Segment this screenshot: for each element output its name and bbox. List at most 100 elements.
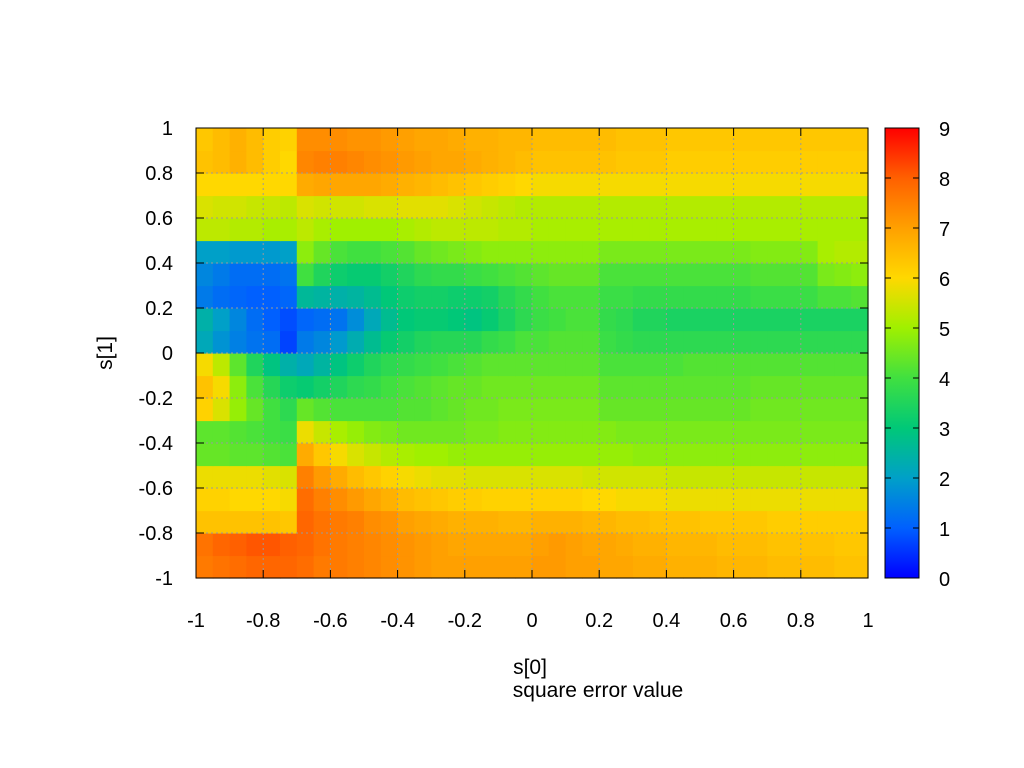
heatmap-cell [532, 173, 550, 197]
heatmap-cell [817, 420, 835, 444]
heatmap-cell [700, 488, 718, 512]
heatmap-cell [330, 285, 348, 309]
heatmap-cell [431, 173, 449, 197]
heatmap-cell [313, 443, 331, 467]
heatmap-cell [481, 488, 499, 512]
heatmap-cell [498, 195, 516, 219]
heatmap-cell [683, 218, 701, 242]
heatmap-cell [414, 263, 432, 287]
heatmap-cell [632, 218, 651, 242]
heatmap-cell [330, 263, 348, 287]
heatmap-cell [784, 533, 802, 557]
heatmap-cell [599, 353, 617, 377]
heatmap-cell [599, 488, 617, 512]
heatmap-cell [246, 285, 264, 309]
heatmap-cell [666, 240, 684, 264]
heatmap-cell [599, 285, 617, 309]
heatmap-cell [532, 218, 550, 242]
heatmap-cell [817, 308, 835, 332]
heatmap-cell [246, 195, 264, 219]
heatmap-cell [800, 420, 819, 444]
heatmap-cell [548, 285, 567, 309]
heatmap-cell [632, 420, 651, 444]
heatmap-cell [599, 218, 617, 242]
heatmap-cell [565, 308, 583, 332]
heatmap-cell [347, 285, 365, 309]
heatmap-cell [196, 420, 214, 444]
heatmap-cell [800, 488, 819, 512]
heatmap-cell [364, 285, 382, 309]
heatmap-cell [347, 128, 365, 152]
y-tick-label: 0 [162, 343, 173, 365]
heatmap-cell [616, 285, 634, 309]
heatmap-cell [448, 353, 466, 377]
x-tick-label: -0.6 [313, 610, 347, 632]
heatmap-cell [498, 173, 516, 197]
heatmap-cell [666, 465, 684, 489]
colorbar-tick-label: 6 [939, 269, 950, 291]
heatmap-cell [666, 195, 684, 219]
heatmap-cell [750, 555, 768, 579]
heatmap-cell [397, 128, 415, 152]
heatmap-cell [481, 555, 499, 579]
heatmap-cell [800, 128, 819, 152]
heatmap-cell [817, 150, 835, 174]
heatmap-cell [817, 263, 835, 287]
heatmap-cell [716, 150, 735, 174]
heatmap-cell [364, 218, 382, 242]
heatmap-cell [498, 218, 516, 242]
heatmap-cell [397, 555, 415, 579]
x-tick-label: -0.2 [448, 610, 482, 632]
heatmap-cell [767, 128, 785, 152]
heatmap-cell [481, 150, 499, 174]
heatmap-cell [330, 555, 348, 579]
heatmap-cell [498, 308, 516, 332]
heatmap-cell [330, 533, 348, 557]
heatmap-cell [767, 330, 785, 354]
heatmap-cell [229, 420, 247, 444]
heatmap-cells [196, 128, 869, 579]
heatmap-cell [448, 330, 466, 354]
heatmap-cell [733, 443, 751, 467]
heatmap-cell [313, 285, 331, 309]
heatmap-cell [448, 420, 466, 444]
heatmap-cell [364, 150, 382, 174]
heatmap-cell [548, 195, 567, 219]
heatmap-cell [448, 308, 466, 332]
heatmap-cell [347, 488, 365, 512]
heatmap-cell [296, 533, 315, 557]
heatmap-cell [397, 330, 415, 354]
heatmap-cell [683, 533, 701, 557]
heatmap-cell [800, 533, 819, 557]
heatmap-cell [364, 420, 382, 444]
heatmap-cell [414, 173, 432, 197]
heatmap-cell [851, 308, 869, 332]
heatmap-cell [246, 330, 264, 354]
heatmap-cell [582, 510, 600, 534]
heatmap-cell [515, 465, 533, 489]
heatmap-cell [196, 375, 214, 399]
heatmap-cell [834, 285, 852, 309]
heatmap-cell [700, 443, 718, 467]
heatmap-cell [784, 510, 802, 534]
heatmap-cell [347, 533, 365, 557]
heatmap-cell [414, 375, 432, 399]
heatmap-cell [280, 375, 298, 399]
heatmap-cell [364, 308, 382, 332]
heatmap-cell [582, 420, 600, 444]
heatmap-cell [380, 128, 399, 152]
heatmap-cell [666, 308, 684, 332]
heatmap-cell [414, 443, 432, 467]
heatmap-cell [767, 488, 785, 512]
heatmap-cell [834, 533, 852, 557]
heatmap-cell [330, 150, 348, 174]
heatmap-cell [716, 173, 735, 197]
heatmap-cell [448, 150, 466, 174]
heatmap-cell [364, 443, 382, 467]
heatmap-cell [733, 285, 751, 309]
heatmap-cell [263, 353, 281, 377]
heatmap-cell [700, 465, 718, 489]
heatmap-cell [565, 420, 583, 444]
heatmap-cell [448, 533, 466, 557]
heatmap-cell [767, 240, 785, 264]
